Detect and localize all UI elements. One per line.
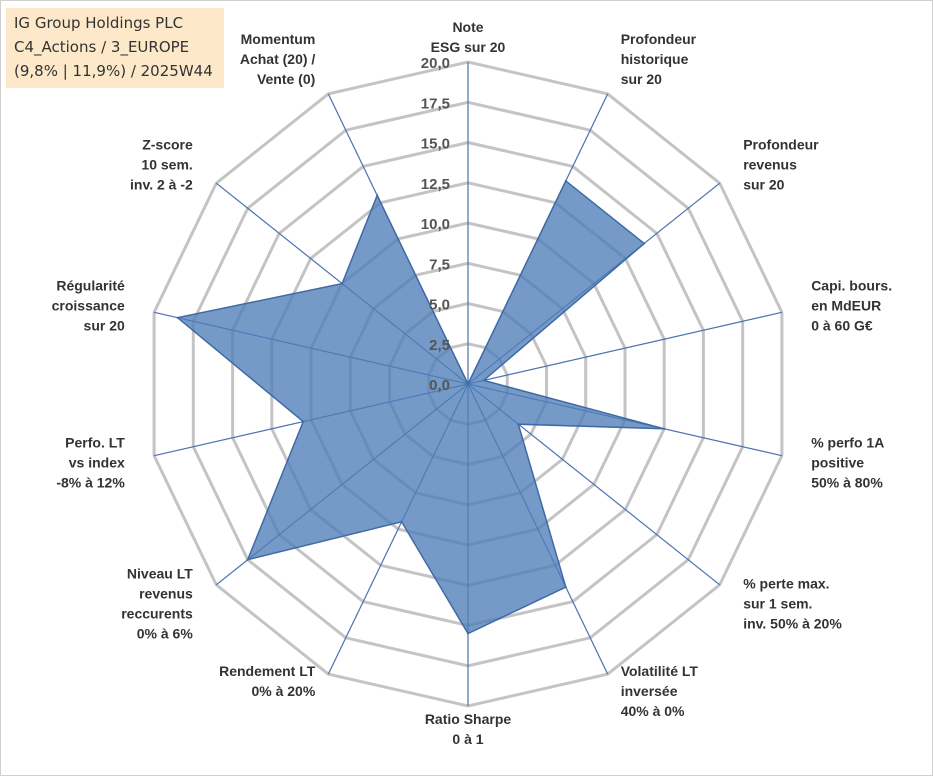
axis-label-line: Momentum xyxy=(241,31,316,47)
axis-label-line: sur 20 xyxy=(743,177,784,193)
axis-label-line: historique xyxy=(621,51,689,67)
axis-label-8: Rendement LT 0% à 20% xyxy=(219,663,316,699)
data-point-4 xyxy=(663,427,666,430)
tick-label: 7,5 xyxy=(429,256,450,273)
axis-label-0: Note ESG sur 20 xyxy=(431,19,506,55)
tick-layer: 0,0 2,5 5,0 7,5 10,0 12,5 15,0 17,5 20,0 xyxy=(421,55,450,394)
axis-label-9: Niveau LT revenus reccurents 0% à 6% xyxy=(121,566,193,642)
axis-label-line: Profondeur xyxy=(621,31,697,47)
data-area xyxy=(175,179,665,635)
data-point-0 xyxy=(467,383,469,385)
axis-label-line: positive xyxy=(811,454,864,470)
axis-label-11: Régularité croissance sur 20 xyxy=(52,278,125,334)
title-line-company: IG Group Holdings PLC xyxy=(14,14,184,32)
axis-label-line: Niveau LT xyxy=(127,566,193,582)
axis-label-line: % perfo 1A xyxy=(811,434,884,450)
axis-label-line: 10 sem. xyxy=(141,157,192,173)
axis-label-line: croissance xyxy=(52,298,125,314)
axis-label-line: inv. 2 à -2 xyxy=(130,177,193,193)
axis-label-line: ESG sur 20 xyxy=(431,39,506,55)
data-point-6 xyxy=(564,586,567,589)
data-point-12 xyxy=(341,282,344,285)
spoke-3 xyxy=(467,311,783,385)
axis-label-line: % perte max. xyxy=(743,576,829,592)
axis-label-line: 0 à 1 xyxy=(452,731,483,747)
data-point-11 xyxy=(176,316,179,319)
axis-label-line: -8% à 12% xyxy=(56,474,125,490)
data-layer xyxy=(175,179,666,635)
data-point-1 xyxy=(564,179,567,182)
tick-label: 0,0 xyxy=(429,377,450,394)
axis-label-line: sur 20 xyxy=(621,71,662,87)
tick-label: 2,5 xyxy=(429,337,450,354)
data-point-8 xyxy=(400,520,403,523)
axis-label-line: inversée xyxy=(621,683,678,699)
axis-label-12: Z-score 10 sem. inv. 2 à -2 xyxy=(130,137,193,193)
axis-label-line: Achat (20) / xyxy=(240,51,316,67)
axis-label-line: Régularité xyxy=(56,278,125,294)
axis-label-line: 40% à 0% xyxy=(621,703,685,719)
tick-label: 15,0 xyxy=(421,136,450,153)
axis-label-line: reccurents xyxy=(121,606,193,622)
axis-label-line: revenus xyxy=(139,586,193,602)
axis-label-line: vs index xyxy=(69,454,125,470)
data-point-9 xyxy=(246,558,249,561)
axis-label-5: % perte max. sur 1 sem. inv. 50% à 20% xyxy=(743,576,842,632)
tick-label: 12,5 xyxy=(421,176,450,193)
tick-label: 20,0 xyxy=(421,55,450,72)
axis-label-line: revenus xyxy=(743,157,797,173)
axis-label-line: Rendement LT xyxy=(219,663,316,679)
title-line-category: C4_Actions / 3_EUROPE xyxy=(14,38,190,56)
axis-label-line: 50% à 80% xyxy=(811,474,883,490)
axis-label-1: Profondeur historique sur 20 xyxy=(621,31,697,87)
title-line-period: (9,8% | 11,9%) / 2025W44 xyxy=(14,62,213,80)
title-box: IG Group Holdings PLC C4_Actions / 3_EUR… xyxy=(6,8,224,88)
axis-label-line: Vente (0) xyxy=(257,71,315,87)
axis-label-line: 0 à 60 G€ xyxy=(811,318,873,334)
axis-label-line: 0% à 20% xyxy=(251,683,315,699)
data-point-3 xyxy=(482,379,485,382)
axis-label-line: inv. 50% à 20% xyxy=(743,616,842,632)
axis-label-3: Capi. bours. en MdEUR 0 à 60 G€ xyxy=(811,278,892,334)
axis-label-13: Momentum Achat (20) / Vente (0) xyxy=(240,31,316,87)
axis-label-4: % perfo 1A positive 50% à 80% xyxy=(811,434,884,490)
axis-label-10: Perfo. LT vs index -8% à 12% xyxy=(56,434,125,490)
axis-label-line: Volatilité LT xyxy=(621,663,699,679)
data-point-13 xyxy=(376,194,379,197)
axis-label-line: Perfo. LT xyxy=(65,434,125,450)
axis-label-line: Z-score xyxy=(142,137,193,153)
tick-label: 17,5 xyxy=(421,95,450,112)
axis-label-line: en MdEUR xyxy=(811,298,881,314)
data-point-2 xyxy=(643,242,646,245)
axis-label-6: Volatilité LT inversée 40% à 0% xyxy=(621,663,699,719)
axis-label-line: Profondeur xyxy=(743,137,819,153)
tick-label: 10,0 xyxy=(421,216,450,233)
axis-label-7: Ratio Sharpe 0 à 1 xyxy=(425,711,512,747)
axis-label-line: 0% à 6% xyxy=(137,626,194,642)
label-layer: Note ESG sur 20 Profondeur historique sur 20… xyxy=(52,19,892,747)
axis-label-line: Ratio Sharpe xyxy=(425,711,512,727)
axis-label-line: Capi. bours. xyxy=(811,278,892,294)
axis-label-2: Profondeur revenus sur 20 xyxy=(743,137,819,193)
data-point-7 xyxy=(467,632,469,635)
axis-label-line: sur 20 xyxy=(84,318,125,334)
data-point-5 xyxy=(517,423,520,426)
axis-label-line: sur 1 sem. xyxy=(743,596,812,612)
data-point-10 xyxy=(302,420,305,423)
axis-label-line: Note xyxy=(452,19,483,35)
tick-label: 5,0 xyxy=(429,297,450,314)
